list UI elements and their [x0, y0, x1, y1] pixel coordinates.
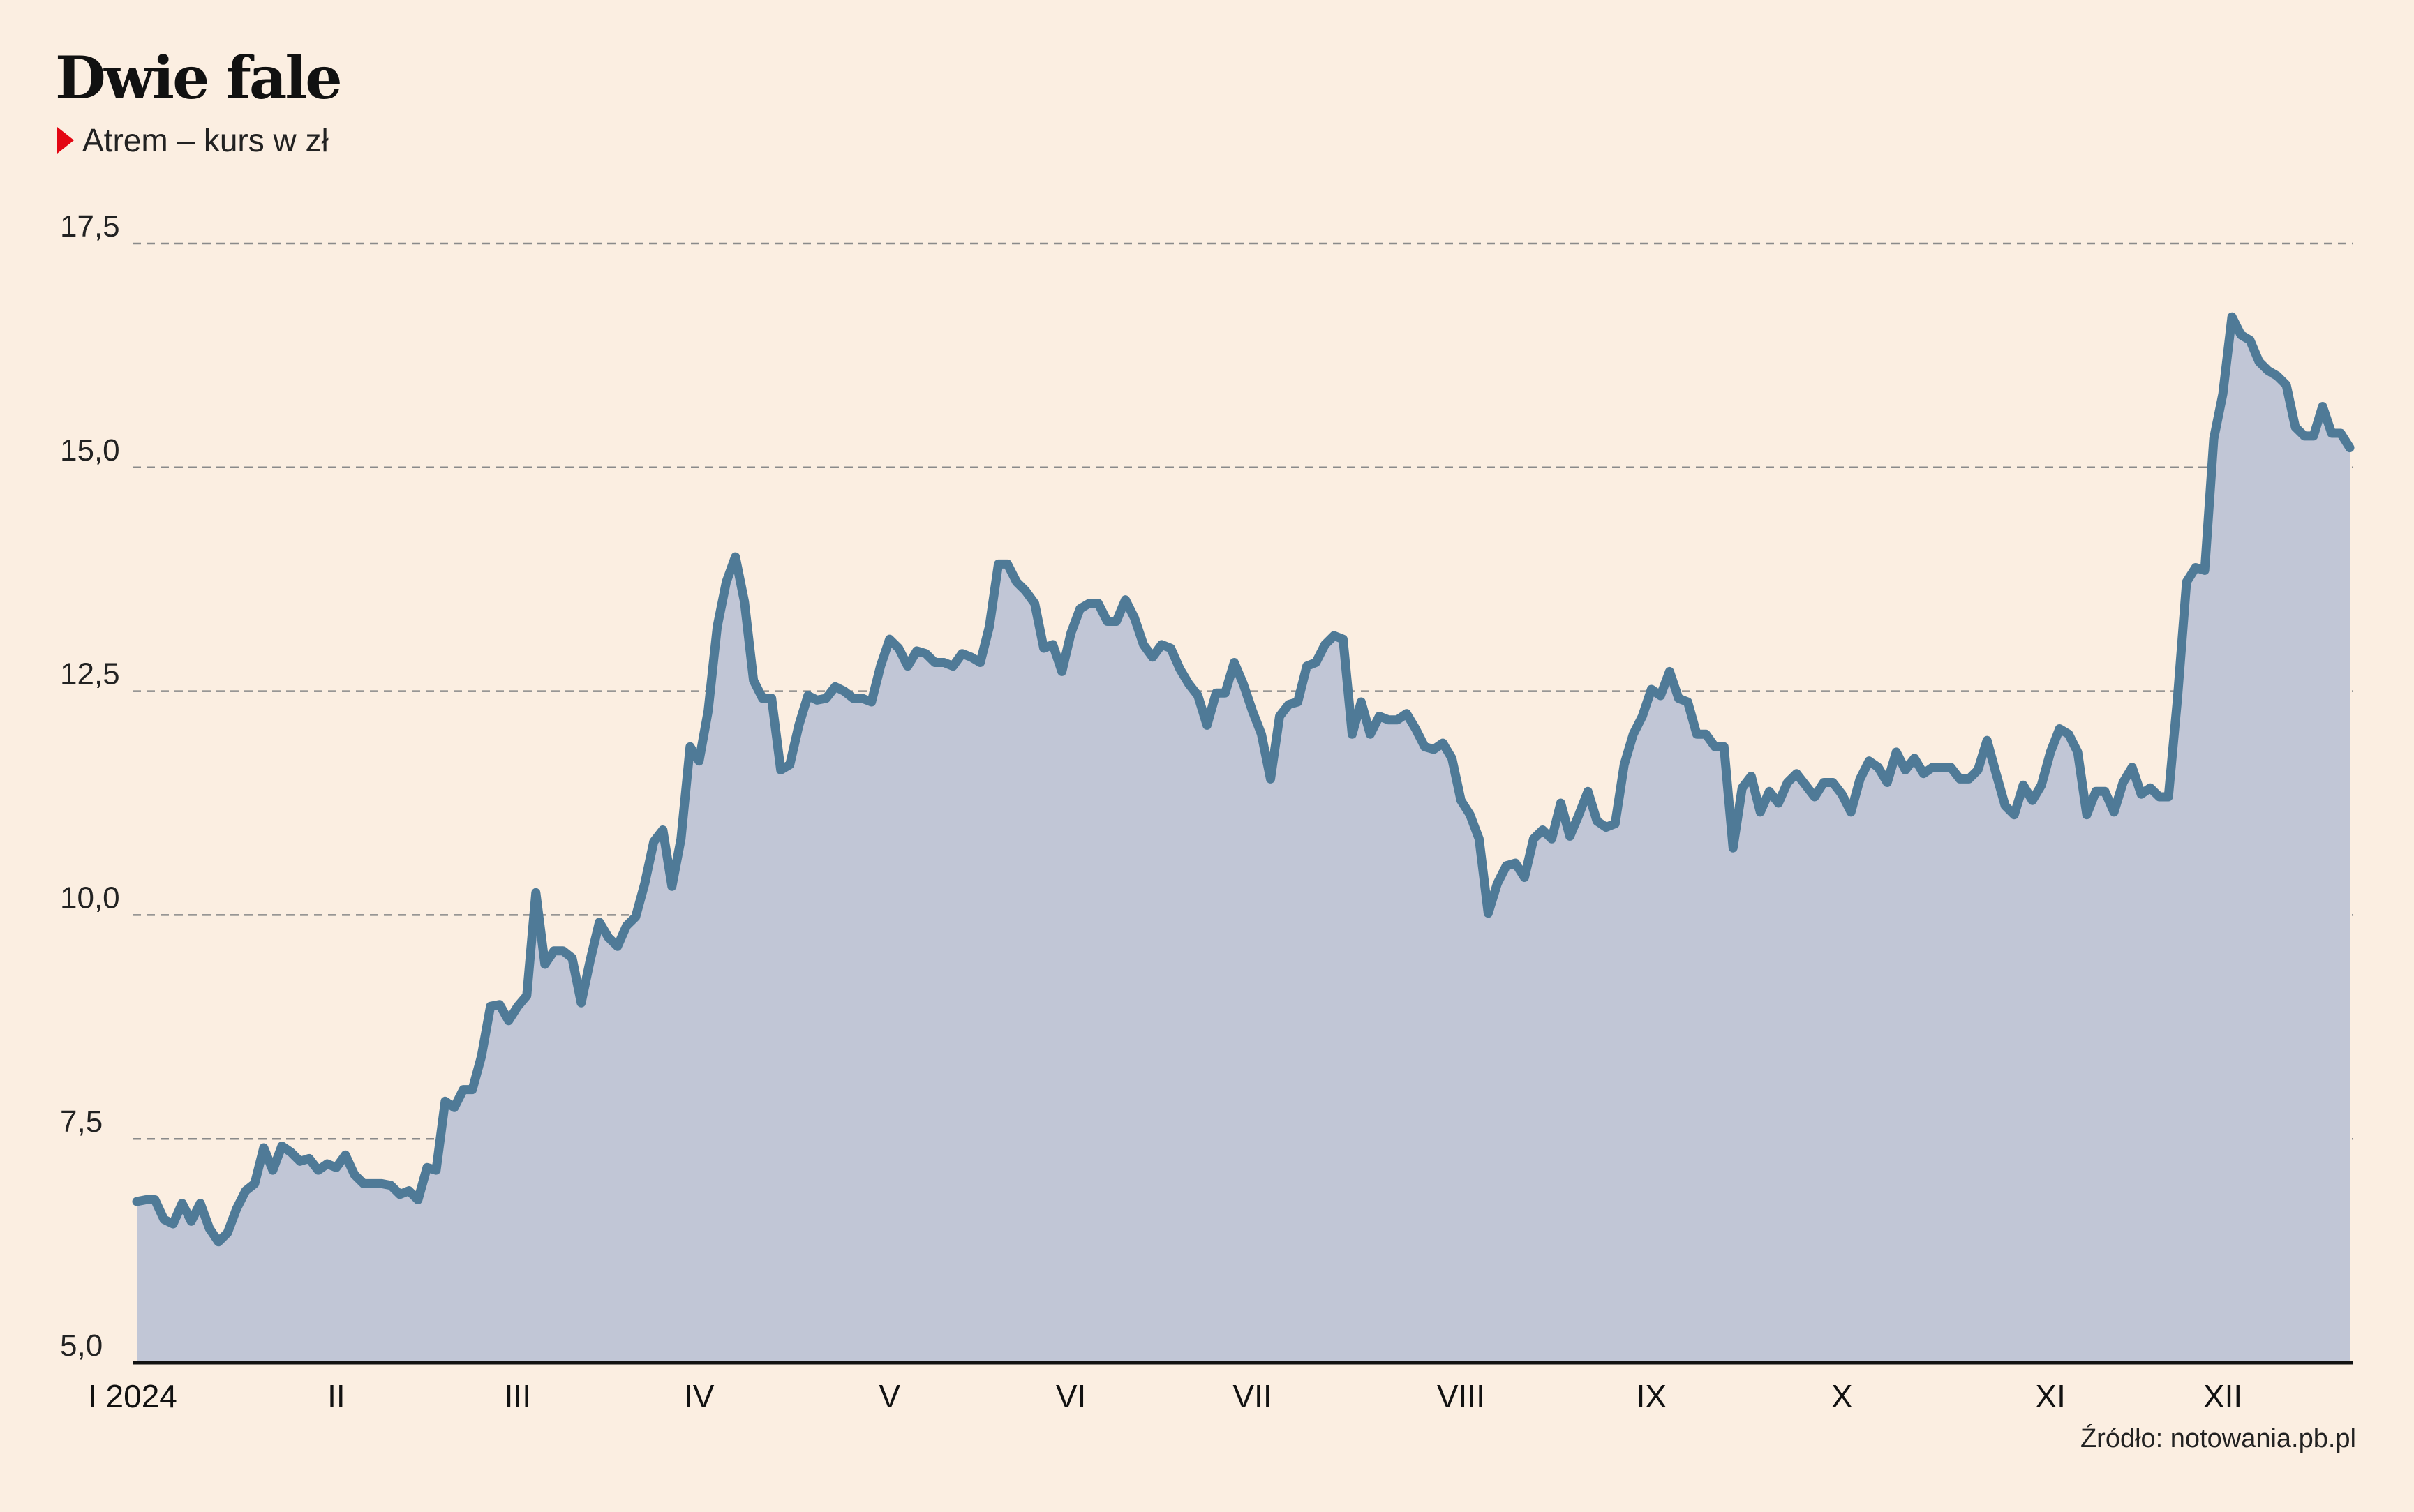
price-area [137, 317, 2350, 1363]
x-axis-tick-labels: I 2024 II III IV V VI VII VIII IX X XI XII [88, 1378, 2242, 1414]
y-axis-tick-labels: 5,0 7,5 10,0 12,5 15,0 17,5 [60, 209, 120, 1363]
x-tick-label: XII [2203, 1378, 2242, 1414]
series-marker-icon [57, 127, 74, 154]
x-tick-label: IX [1637, 1378, 1667, 1414]
y-tick-label: 15,0 [60, 433, 120, 467]
chart-subtitle: Atrem – kurs w zł [82, 122, 329, 158]
subtitle-row: Atrem – kurs w zł [57, 124, 329, 156]
source-note: Źródło: notowania.pb.pl [2080, 1424, 2356, 1453]
x-tick-label: III [505, 1378, 531, 1414]
chart-title: Dwie fale [55, 43, 343, 112]
y-tick-label: 5,0 [60, 1328, 103, 1363]
price-line [132, 312, 2355, 1247]
x-tick-label: I 2024 [88, 1378, 177, 1414]
x-tick-label: II [327, 1378, 345, 1414]
y-tick-label: 10,0 [60, 881, 120, 915]
y-tick-label: 7,5 [60, 1105, 103, 1139]
y-tick-label: 17,5 [60, 209, 120, 244]
x-tick-label: X [1831, 1378, 1853, 1414]
x-tick-label: VIII [1437, 1378, 1485, 1414]
x-tick-label: VI [1056, 1378, 1086, 1414]
y-tick-label: 12,5 [60, 657, 120, 691]
x-tick-label: VII [1232, 1378, 1272, 1414]
x-tick-label: XI [2035, 1378, 2065, 1414]
x-tick-label: IV [684, 1378, 715, 1414]
x-tick-label: V [879, 1378, 900, 1414]
